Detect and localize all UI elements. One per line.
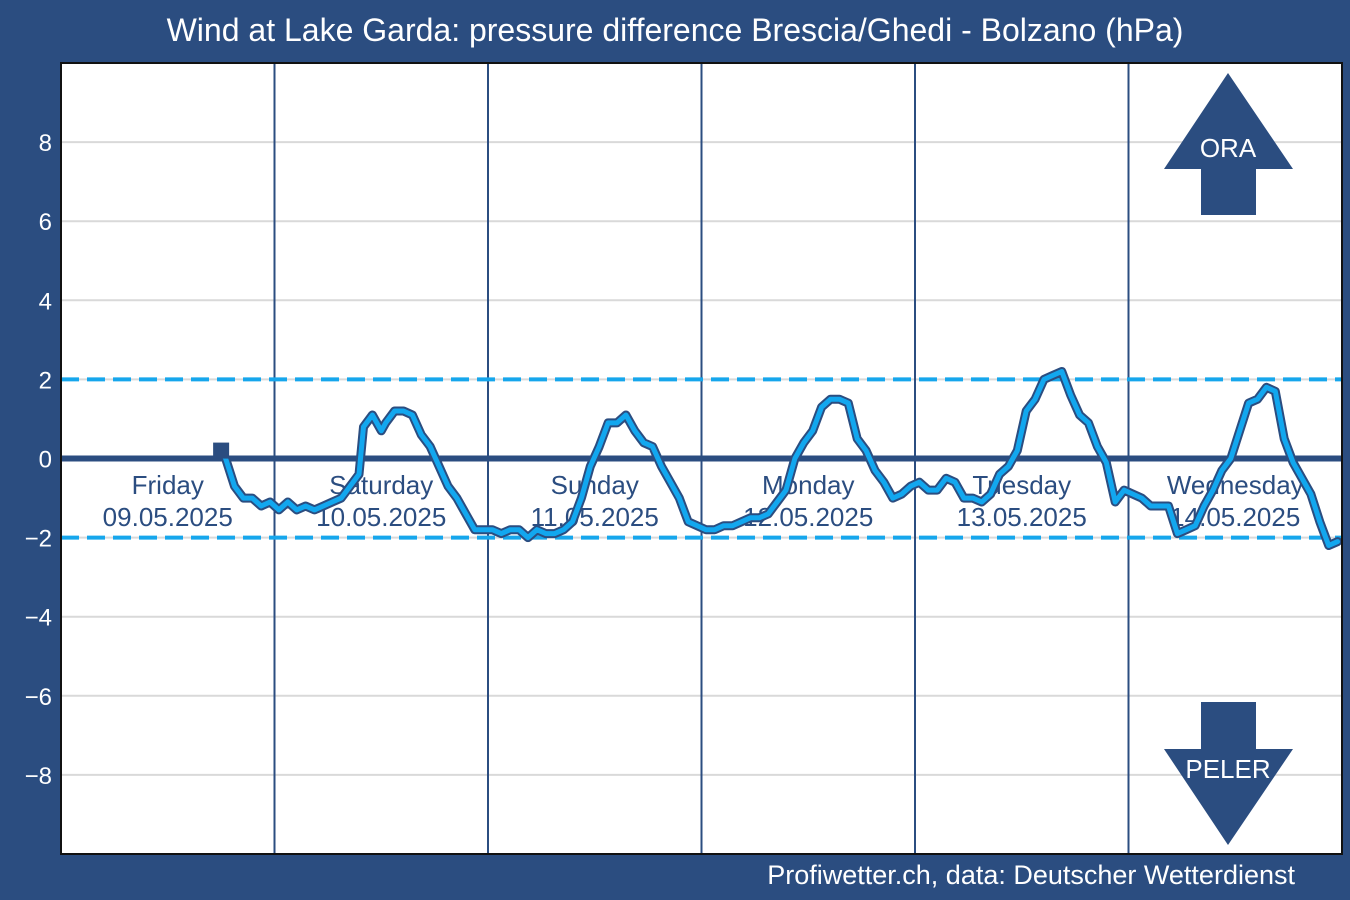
day-date-label: 11.05.2025: [531, 502, 659, 532]
chart-title: Wind at Lake Garda: pressure difference …: [166, 12, 1184, 48]
arrow-layer: ORA PELER: [1164, 73, 1293, 845]
day-date-label: 13.05.2025: [957, 502, 1087, 532]
y-tick-label: −6: [25, 684, 52, 711]
day-date-label: 10.05.2025: [316, 502, 446, 532]
y-tick-label: −8: [25, 763, 52, 790]
ora-label: ORA: [1200, 133, 1257, 163]
peler-label: PELER: [1185, 754, 1270, 784]
y-tick-label: 4: [39, 288, 52, 315]
series-line: [218, 369, 1341, 548]
ora-arrow-icon: [1164, 73, 1293, 215]
ytick-layer: 8 6 4 2 0 −2 −4 −6 −8: [25, 130, 52, 790]
y-tick-label: 8: [39, 130, 52, 157]
threshold-layer: [61, 377, 1342, 540]
y-tick-label: 2: [39, 367, 52, 394]
series-layer: [213, 367, 1343, 550]
day-name-label: Wednesday: [1167, 470, 1304, 500]
current-marker: [213, 442, 230, 459]
day-name-label: Sunday: [551, 470, 639, 500]
y-tick-label: −4: [25, 605, 52, 632]
y-tick-label: 6: [39, 209, 52, 236]
day-name-label: Monday: [762, 470, 855, 500]
peler-arrow-icon: [1164, 702, 1293, 845]
plot-border: [60, 62, 1343, 855]
day-date-label: 09.05.2025: [103, 502, 233, 532]
y-tick-label: 0: [39, 447, 52, 474]
chart-credit: Profiwetter.ch, data: Deutscher Wetterdi…: [767, 860, 1295, 890]
day-name-label: Friday: [132, 470, 204, 500]
y-tick-label: −2: [25, 526, 52, 553]
